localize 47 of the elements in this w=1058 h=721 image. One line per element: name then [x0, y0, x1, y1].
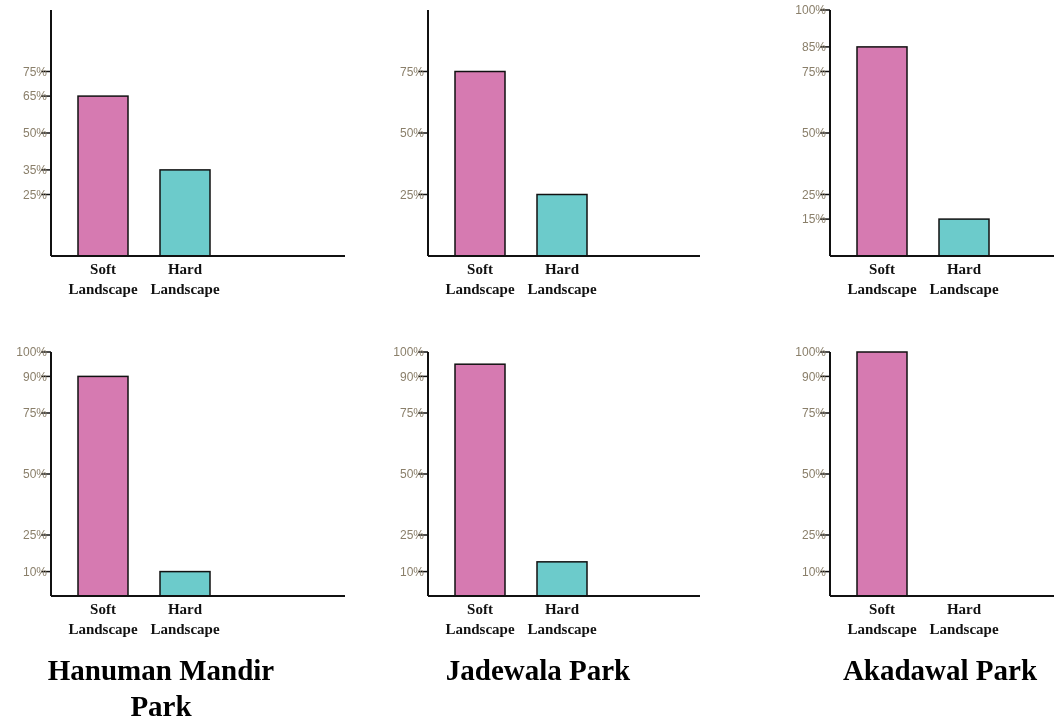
x-tick-label: Soft Landscape — [68, 601, 138, 637]
x-tick-label: Soft Landscape — [847, 601, 917, 637]
y-tick-label: 10% — [22, 564, 48, 579]
text: Hanuman Mandir Park — [47, 654, 275, 721]
x-tick-label: Hard Landscape — [929, 601, 999, 637]
y-tick-label: 50% — [399, 126, 425, 141]
x-tick-label: Hard Landscape — [929, 261, 999, 297]
y-tick-label: 50% — [22, 467, 48, 482]
y-tick-label: 75% — [22, 64, 48, 79]
y-tick-label: 50% — [399, 467, 425, 482]
y-tick-label: 50% — [801, 126, 827, 141]
x-tick-label: Hard Landscape — [527, 601, 597, 637]
y-tick-label: 25% — [22, 528, 48, 543]
text: Akadawal Park — [842, 654, 1038, 686]
y-tick-label: 25% — [22, 187, 48, 202]
y-tick-label: 100% — [16, 345, 48, 360]
x-tick-label: Soft Landscape — [445, 601, 515, 637]
y-tick-label: 25% — [399, 528, 425, 543]
y-tick-label: 75% — [399, 406, 425, 421]
y-tick-label: 90% — [22, 369, 48, 384]
x-tick-label: Soft Landscape — [445, 261, 515, 297]
y-tick-label: 75% — [22, 406, 48, 421]
y-tick-label: 75% — [801, 406, 827, 421]
y-tick-label: 100% — [393, 345, 425, 360]
y-tick-label: 35% — [22, 163, 48, 178]
x-tick-label: Hard Landscape — [150, 261, 220, 297]
y-tick-label: 15% — [801, 212, 827, 227]
x-tick-label: Soft Landscape — [847, 261, 917, 297]
x-tick-label: Hard Landscape — [527, 261, 597, 297]
y-tick-label: 25% — [399, 187, 425, 202]
y-tick-label: 25% — [801, 187, 827, 202]
y-tick-label: 90% — [801, 369, 827, 384]
y-tick-label: 50% — [22, 126, 48, 141]
y-tick-label: 75% — [399, 64, 425, 79]
y-tick-label: 100% — [795, 3, 827, 18]
y-tick-label: 75% — [801, 64, 827, 79]
y-tick-label: 10% — [801, 564, 827, 579]
y-tick-label: 90% — [399, 369, 425, 384]
y-tick-label: 25% — [801, 528, 827, 543]
y-tick-label: 100% — [795, 345, 827, 360]
y-tick-label: 85% — [801, 40, 827, 55]
y-tick-label: 65% — [22, 89, 48, 104]
x-tick-label: Soft Landscape — [68, 261, 138, 297]
text: Jadewala Park — [445, 654, 632, 686]
y-tick-label: 50% — [801, 467, 827, 482]
y-tick-label: 10% — [399, 564, 425, 579]
x-tick-label: Hard Landscape — [150, 601, 220, 637]
